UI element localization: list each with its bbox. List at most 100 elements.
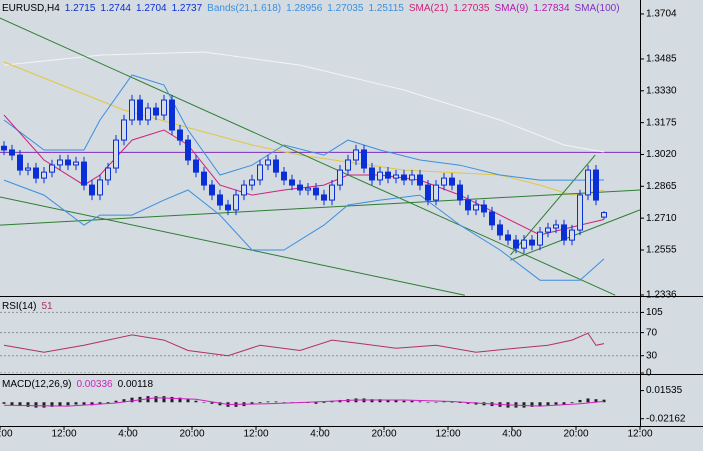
candle-body <box>185 139 191 161</box>
x-tick-label: 20:00 <box>371 429 396 440</box>
candle-body <box>89 184 95 196</box>
x-tick-label: 12:00 <box>627 429 652 440</box>
macd-bar <box>418 401 422 403</box>
macd-bar <box>442 401 446 403</box>
header-item: Bands(21,1.618) <box>207 3 281 14</box>
candle-body <box>41 171 47 179</box>
macd-bar <box>122 399 126 403</box>
candle-body <box>225 204 231 211</box>
macd-panel <box>2 396 606 408</box>
candle-body <box>393 174 399 179</box>
header-item: SMA(100) <box>575 3 620 14</box>
macd-bar <box>554 402 558 405</box>
candle-body <box>65 159 71 166</box>
candle-body <box>505 234 511 241</box>
band-upper <box>3 74 605 181</box>
macd-bar <box>370 399 374 403</box>
x-tick-label: 4:00 <box>310 429 330 440</box>
macd-bar <box>26 402 30 407</box>
overlay-line <box>510 154 596 256</box>
candle-body <box>217 194 223 206</box>
candle-body <box>553 224 559 229</box>
candle-body <box>489 211 495 226</box>
x-tick-label: 20:00 <box>0 429 13 440</box>
candle-body <box>25 167 31 171</box>
candle-body <box>265 159 271 166</box>
candle-body <box>9 149 15 156</box>
y-tick-label: 1.3485 <box>646 54 677 65</box>
macd-bar <box>10 402 14 406</box>
y-tick-label: 1.2710 <box>646 213 677 224</box>
macd-bar <box>458 402 462 404</box>
y-tick-label: 1.2336 <box>646 290 677 301</box>
candle-body <box>297 184 303 191</box>
macd-bar <box>66 402 70 406</box>
macd-bar <box>50 402 54 407</box>
candle-body <box>153 107 159 116</box>
header-item: EURUSD,H4 <box>2 3 60 14</box>
signal-line <box>3 397 605 407</box>
header-item: 0.00336 <box>76 379 113 390</box>
candle-body <box>321 194 327 201</box>
candle-body <box>457 184 463 201</box>
candle-body <box>137 99 143 121</box>
y-tick-label: 1.3175 <box>646 117 677 128</box>
candle-body <box>569 229 575 241</box>
y-tick-label: 1.3330 <box>646 85 677 96</box>
macd-bar <box>546 402 550 406</box>
frame <box>0 0 703 427</box>
macd-bar <box>570 402 574 404</box>
header-item: 1.28956 <box>286 3 323 14</box>
macd-bar <box>178 397 182 403</box>
y-tick-label: 1.2555 <box>646 245 677 256</box>
candle-body <box>289 179 295 186</box>
macd-bar <box>266 401 270 403</box>
header-item: 1.2737 <box>172 3 203 14</box>
x-tick-label: 12:00 <box>243 429 268 440</box>
candle-body <box>601 212 607 218</box>
candle-body <box>177 129 183 141</box>
y-tick-label: 30 <box>646 350 658 361</box>
macd-bar <box>322 402 326 404</box>
macd-bar <box>386 399 390 403</box>
macd-bar <box>18 402 22 407</box>
candle-body <box>281 171 287 181</box>
macd-bar <box>34 402 38 408</box>
candle-body <box>49 164 55 173</box>
macd-bar <box>98 402 102 405</box>
candle-body <box>409 174 415 181</box>
macd-bar <box>250 402 254 405</box>
macd-bar <box>58 402 62 407</box>
macd-bar <box>210 402 214 404</box>
rsi-panel <box>0 311 640 373</box>
macd-bar <box>282 402 286 403</box>
overlay-line <box>0 196 465 296</box>
candle-body <box>401 174 407 181</box>
macd-bar <box>74 402 78 405</box>
macd-bar <box>586 398 590 403</box>
macd-bar <box>562 402 566 405</box>
candle-body <box>97 179 103 196</box>
candle-body <box>241 184 247 196</box>
macd-bar <box>258 402 262 404</box>
header-item: MACD(12,26,9) <box>2 379 71 390</box>
macd-bar <box>522 402 526 408</box>
macd-bar <box>114 400 118 403</box>
macd-bar <box>378 399 382 403</box>
candle-body <box>17 154 23 171</box>
header-item: 1.25115 <box>368 3 404 14</box>
axes: 1.3704 1.3485 1.3330 1.3175 1.3020 1.2865 1.27… <box>0 9 686 440</box>
header-item: 51 <box>41 301 53 312</box>
y-tick-label: 105 <box>646 307 663 318</box>
macd-bar <box>434 402 438 403</box>
macd-bar <box>410 400 414 403</box>
y-tick-label: -0.02162 <box>646 413 686 424</box>
macd-bar <box>202 402 206 403</box>
macd-bar <box>154 396 158 403</box>
sma-line <box>3 51 605 153</box>
panel-header: MACD(12,26,9) 0.00336 0.00118 <box>2 379 153 390</box>
macd-bar <box>602 399 606 403</box>
candle-body <box>385 171 391 179</box>
candle-body <box>273 159 279 173</box>
